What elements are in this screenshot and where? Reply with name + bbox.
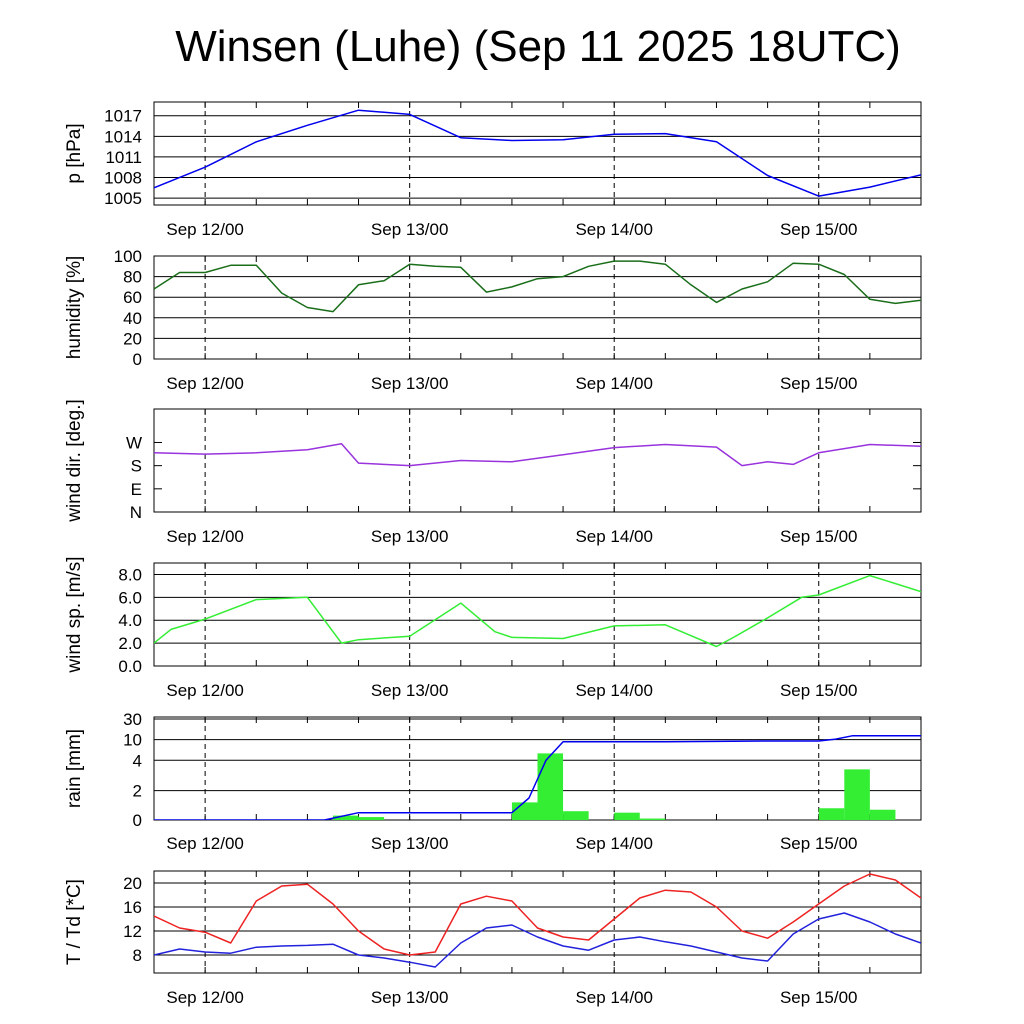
data-area	[154, 109, 921, 197]
data-area	[154, 443, 921, 467]
plot-frame	[153, 562, 922, 667]
x-tick-label: Sep 13/00	[371, 988, 449, 1007]
y-tick-label: 20	[123, 874, 142, 893]
y-tick-label: 20	[123, 329, 142, 348]
y-tick-label: 80	[123, 268, 142, 287]
rain-bar	[511, 802, 538, 820]
y-tick-label: 12	[123, 922, 142, 941]
plot-frame	[153, 870, 922, 974]
x-tick-label: Sep 12/00	[166, 374, 244, 393]
data-area	[154, 574, 921, 648]
y-tick-label: 1008	[104, 169, 142, 188]
x-tick-label: Sep 14/00	[575, 681, 653, 700]
series-line	[154, 109, 921, 197]
y-tick-label: 1011	[105, 148, 142, 167]
series-line-T	[154, 873, 921, 956]
rain-bar	[869, 809, 896, 820]
y-tick-label: E	[131, 480, 142, 499]
x-tick-label: Sep 14/00	[575, 527, 653, 546]
x-tick-label: Sep 15/00	[780, 220, 858, 239]
rain-bar	[332, 815, 359, 820]
x-tick-label: Sep 15/00	[780, 527, 858, 546]
x-tick-label: Sep 15/00	[780, 834, 858, 853]
y-axis-label: T / Td [*C]	[64, 879, 85, 965]
plot-frame	[153, 255, 922, 360]
y-tick-label: 10	[123, 731, 142, 750]
x-tick-label: Sep 13/00	[371, 681, 449, 700]
y-tick-label: 0	[133, 811, 142, 830]
rain-bar	[639, 818, 666, 820]
y-axis-label: wind sp. [m/s]	[64, 556, 85, 673]
y-tick-label: 40	[123, 309, 142, 328]
y-tick-label: 30	[123, 710, 142, 729]
data-area	[154, 734, 921, 820]
y-tick-label: 2.0	[118, 634, 142, 653]
y-tick-label: N	[130, 503, 142, 522]
rain-bar	[563, 811, 589, 820]
series-line-cumulative	[154, 734, 921, 820]
x-tick-label: Sep 13/00	[371, 374, 449, 393]
y-axis-label: wind dir. [deg.]	[64, 399, 85, 523]
y-tick-label: 60	[123, 288, 142, 307]
panel-temperature: 8 12 16 20 Sep 12/00 Sep 13/00 Sep 14/00 Sep 15…	[64, 870, 922, 1007]
rain-bar	[358, 817, 385, 820]
x-tick-label: Sep 12/00	[166, 527, 244, 546]
x-tick-label: Sep 12/00	[166, 681, 244, 700]
y-tick-label: 8.0	[118, 565, 142, 584]
x-tick-label: Sep 13/00	[371, 220, 449, 239]
series-line	[154, 574, 921, 648]
y-axis-label: p [hPa]	[64, 123, 85, 183]
data-area	[154, 873, 921, 968]
x-tick-label: Sep 12/00	[166, 834, 244, 853]
y-tick-label: 0	[133, 350, 142, 369]
x-tick-label: Sep 15/00	[780, 988, 858, 1007]
panel-rain: 0 2 410 30 Sep 12/00 Sep 13/00 Sep 14/00 Sep 15…	[64, 710, 922, 853]
y-tick-label: 8	[133, 946, 142, 965]
y-tick-label: 4	[133, 751, 142, 770]
y-tick-label: W	[126, 433, 142, 452]
plot-frame	[153, 408, 922, 513]
x-tick-label: Sep 14/00	[575, 988, 653, 1007]
x-tick-label: Sep 13/00	[371, 834, 449, 853]
y-tick-label: 100	[114, 247, 142, 266]
x-tick-label: Sep 13/00	[371, 527, 449, 546]
rain-bar	[537, 753, 564, 820]
y-axis-label: humidity [%]	[64, 256, 85, 359]
y-tick-label: 1005	[104, 189, 142, 208]
series-line	[154, 443, 921, 467]
rain-bar	[818, 808, 845, 820]
x-tick-label: Sep 15/00	[780, 374, 858, 393]
x-tick-label: Sep 15/00	[780, 681, 858, 700]
chart-title: Winsen (Luhe) (Sep 11 2025 18UTC)	[175, 22, 901, 71]
x-tick-label: Sep 14/00	[575, 374, 653, 393]
x-tick-label: Sep 14/00	[575, 834, 653, 853]
y-tick-label: 1014	[104, 127, 142, 146]
x-tick-label: Sep 12/00	[166, 220, 244, 239]
y-tick-label: 4.0	[118, 611, 142, 630]
y-tick-label: 6.0	[118, 588, 142, 607]
x-tick-label: Sep 14/00	[575, 220, 653, 239]
y-axis-label: rain [mm]	[64, 729, 85, 808]
data-area	[154, 260, 921, 313]
panel-wind_speed: 0.0 2.0 4.0 6.0 8.0 Sep 12/00 Sep 13/00 Sep 14/…	[64, 556, 922, 700]
y-tick-label: 1017	[104, 107, 142, 126]
y-tick-label: 2	[133, 782, 142, 801]
plot-frame	[153, 101, 922, 206]
y-tick-label: 16	[123, 898, 142, 917]
x-tick-label: Sep 12/00	[166, 988, 244, 1007]
series-line	[154, 260, 921, 313]
series-line-Td	[154, 912, 921, 968]
rain-bar	[844, 769, 870, 820]
rain-bar	[614, 812, 640, 820]
y-tick-label: S	[131, 457, 142, 476]
y-tick-label: 0.0	[118, 657, 142, 676]
